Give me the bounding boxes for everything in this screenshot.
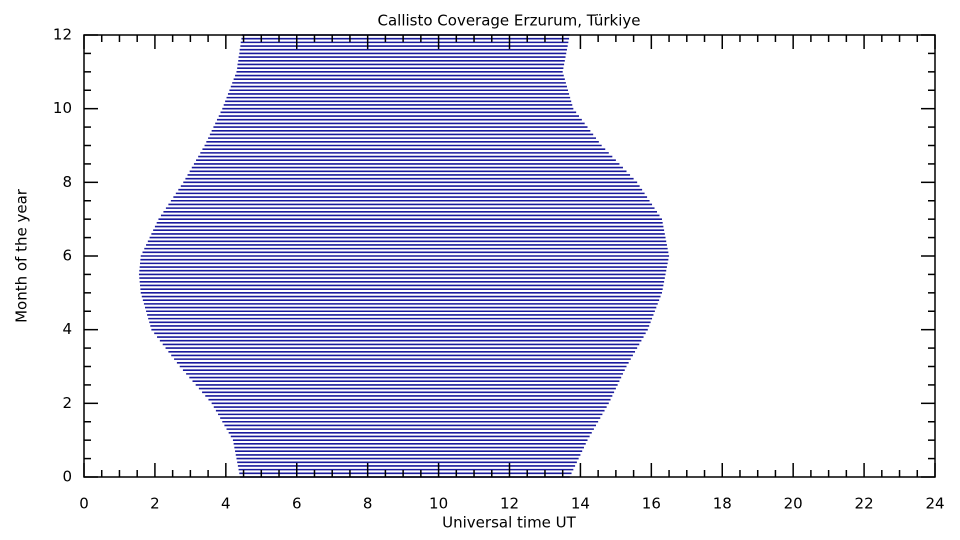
x-tick-label: 22 [855,495,874,513]
y-tick-label: 10 [53,99,72,117]
x-tick-label: 2 [150,495,160,513]
x-tick-label: 18 [713,495,732,513]
x-tick-label: 16 [642,495,661,513]
x-tick-label: 4 [221,495,231,513]
x-tick-label: 0 [79,495,89,513]
chart-title: Callisto Coverage Erzurum, Türkiye [377,12,640,30]
x-axis-label: Universal time UT [442,514,577,532]
y-axis-label: Month of the year [13,188,31,323]
x-tick-label: 10 [429,495,448,513]
y-tick-label: 6 [62,247,72,265]
x-tick-label: 6 [292,495,302,513]
x-tick-label: 8 [363,495,373,513]
y-tick-label: 8 [62,173,72,191]
x-tick-label: 12 [500,495,519,513]
y-tick-label: 0 [62,468,72,486]
y-tick-label: 12 [53,26,72,44]
x-tick-label: 20 [784,495,803,513]
plot-frame [83,34,936,478]
x-tick-label: 14 [571,495,590,513]
y-tick-label: 4 [62,320,72,338]
x-tick-label: 24 [925,495,944,513]
y-tick-label: 2 [62,394,72,412]
